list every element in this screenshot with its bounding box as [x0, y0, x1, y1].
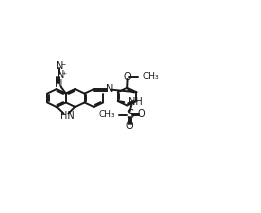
Text: CH₃: CH₃ — [98, 110, 115, 119]
Text: CH₃: CH₃ — [143, 72, 159, 81]
Text: N: N — [106, 84, 113, 94]
Text: O: O — [124, 72, 132, 82]
Text: N: N — [57, 70, 64, 80]
Text: O: O — [126, 121, 133, 131]
Text: S: S — [126, 108, 133, 121]
Text: N: N — [55, 79, 62, 89]
Text: −: − — [60, 62, 65, 67]
Text: N: N — [56, 61, 64, 71]
Text: O: O — [137, 109, 145, 119]
Text: NH: NH — [128, 97, 143, 107]
Text: +: + — [61, 71, 66, 76]
Text: HN: HN — [60, 111, 75, 121]
